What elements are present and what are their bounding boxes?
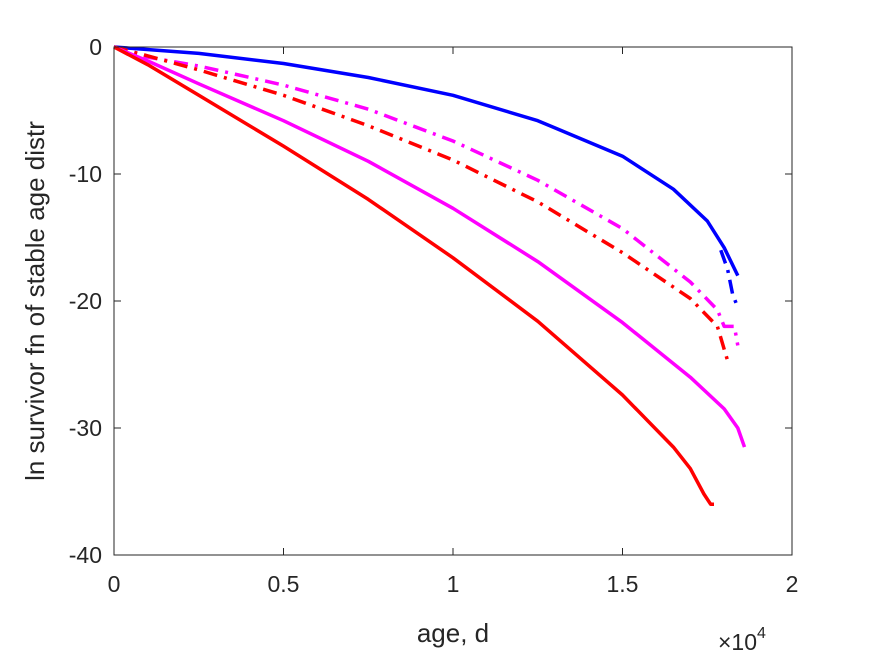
y-tick-label: -10 xyxy=(69,161,102,187)
x-tick-label: 1.5 xyxy=(607,571,639,597)
series-line-3 xyxy=(113,45,740,346)
x-tick-label: 0 xyxy=(108,571,121,597)
x-multiplier-exponent: 4 xyxy=(757,625,766,642)
x-multiplier-label: ×104 xyxy=(718,625,766,655)
tick-layer: 0 0.5 1 1.5 2 -40 -30 -20 -10 0 xyxy=(69,34,799,597)
series-line-1 xyxy=(113,45,740,277)
x-tick-label: 0.5 xyxy=(268,571,300,597)
x-tick-label: 1 xyxy=(447,571,460,597)
series-line-4 xyxy=(113,45,730,362)
y-tick-label: 0 xyxy=(89,34,102,60)
x-axis-label: age, d xyxy=(417,618,489,648)
x-tick-label: 2 xyxy=(786,571,799,597)
x-multiplier-base: ×10 xyxy=(718,629,757,655)
series-line-6 xyxy=(113,45,714,506)
y-tick-label: -20 xyxy=(69,288,102,314)
y-tick-label: -40 xyxy=(69,542,102,568)
series-line-5 xyxy=(113,45,747,448)
plot-area xyxy=(114,47,792,555)
series-layer xyxy=(113,45,747,506)
y-tick-label: -30 xyxy=(69,415,102,441)
series-line-2 xyxy=(719,249,740,308)
y-axis-label: ln survivor fn of stable age distr xyxy=(20,121,50,481)
